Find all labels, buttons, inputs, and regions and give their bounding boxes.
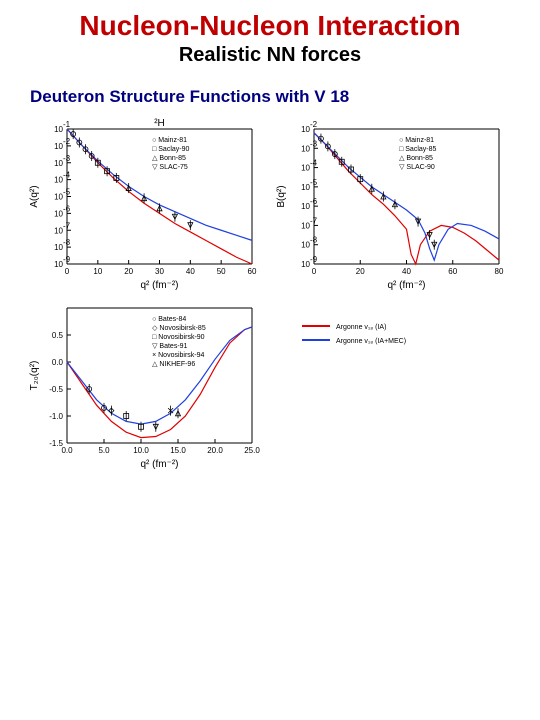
- svg-text:○ Bates-84: ○ Bates-84: [152, 316, 186, 323]
- svg-text:□ Saclay-90: □ Saclay-90: [152, 146, 189, 153]
- svg-text:-4: -4: [63, 171, 71, 180]
- svg-text:10: 10: [93, 267, 102, 276]
- svg-text:5.0: 5.0: [98, 446, 110, 455]
- svg-text:△ NIKHEF-96: △ NIKHEF-96: [152, 361, 195, 368]
- chart-top-right: 02040608010-210-310-410-510-610-710-810-…: [272, 117, 515, 292]
- svg-text:-9: -9: [63, 255, 71, 264]
- svg-text:-1: -1: [63, 120, 71, 129]
- svg-text:-7: -7: [63, 221, 71, 230]
- svg-text:-3: -3: [310, 139, 318, 148]
- svg-text:-5: -5: [63, 188, 71, 197]
- svg-text:○ Mainz-81: ○ Mainz-81: [152, 137, 187, 144]
- chart-bottom-left: 0.0 5.0 10.0 15.0 20.0 25.0 -1.5 -1.0 -0.5 0.0 0.5…: [25, 296, 268, 471]
- svg-text:60: 60: [248, 267, 257, 276]
- svg-text:0: 0: [312, 267, 317, 276]
- svg-text:-1.0: -1.0: [49, 412, 63, 421]
- svg-text:T₂₀(q²): T₂₀(q²): [29, 361, 40, 391]
- svg-text:50: 50: [217, 267, 226, 276]
- svg-text:◇ Novosibirsk-85: ◇ Novosibirsk-85: [152, 325, 206, 332]
- svg-text:20: 20: [356, 267, 365, 276]
- svg-text:q² (fm⁻²): q² (fm⁻²): [140, 280, 178, 291]
- svg-text:20: 20: [124, 267, 133, 276]
- svg-text:-6: -6: [310, 197, 318, 206]
- svg-text:-2: -2: [310, 120, 318, 129]
- svg-text:-5: -5: [310, 178, 318, 187]
- svg-text:-6: -6: [63, 204, 71, 213]
- page-subtitle: Realistic NN forces: [0, 42, 540, 67]
- svg-text:0.0: 0.0: [52, 358, 64, 367]
- svg-text:0: 0: [65, 267, 70, 276]
- svg-text:60: 60: [448, 267, 457, 276]
- svg-text:▽ SLAC-75: ▽ SLAC-75: [152, 164, 188, 171]
- svg-text:-0.5: -0.5: [49, 385, 63, 394]
- svg-text:-8: -8: [310, 236, 318, 245]
- svg-text:-4: -4: [310, 159, 318, 168]
- svg-text:-1.5: -1.5: [49, 439, 63, 448]
- svg-text:30: 30: [155, 267, 164, 276]
- svg-text:A(q²): A(q²): [29, 185, 40, 207]
- svg-text:40: 40: [186, 267, 195, 276]
- svg-text:10.0: 10.0: [133, 446, 149, 455]
- svg-text:B(q²): B(q²): [276, 185, 287, 207]
- svg-text:□ Novosibirsk-90: □ Novosibirsk-90: [152, 334, 205, 341]
- svg-text:q² (fm⁻²): q² (fm⁻²): [140, 459, 178, 470]
- section-caption: Deuteron Structure Functions with V 18: [0, 67, 540, 117]
- chart-grid: 010203040506010-110-210-310-410-510-610-…: [0, 117, 540, 471]
- svg-text:²H: ²H: [154, 118, 165, 129]
- svg-text:Argonne v₁₈ (IA): Argonne v₁₈ (IA): [336, 324, 386, 331]
- svg-text:-3: -3: [63, 154, 71, 163]
- svg-text:80: 80: [495, 267, 504, 276]
- svg-text:-2: -2: [63, 137, 71, 146]
- svg-text:25.0: 25.0: [244, 446, 260, 455]
- svg-text:○ Mainz-81: ○ Mainz-81: [399, 137, 434, 144]
- svg-text:q² (fm⁻²): q² (fm⁻²): [387, 280, 425, 291]
- svg-text:Argonne v₁₈ (IA+MEC): Argonne v₁₈ (IA+MEC): [336, 338, 406, 345]
- svg-text:△ Bonn-85: △ Bonn-85: [152, 155, 186, 162]
- legend-panel: Argonne v₁₈ (IA) Argonne v₁₈ (IA+MEC): [272, 296, 515, 471]
- svg-text:15.0: 15.0: [170, 446, 186, 455]
- svg-text:△ Bonn-85: △ Bonn-85: [399, 155, 433, 162]
- svg-text:40: 40: [402, 267, 411, 276]
- svg-text:20.0: 20.0: [207, 446, 223, 455]
- svg-text:0.0: 0.0: [61, 446, 73, 455]
- svg-text:□ Saclay-85: □ Saclay-85: [399, 146, 436, 153]
- chart-top-left: 010203040506010-110-210-310-410-510-610-…: [25, 117, 268, 292]
- svg-text:-9: -9: [310, 255, 318, 264]
- svg-text:-8: -8: [63, 238, 71, 247]
- svg-text:0.5: 0.5: [52, 331, 64, 340]
- page-title: Nucleon-Nucleon Interaction: [0, 0, 540, 42]
- svg-text:▽ SLAC-90: ▽ SLAC-90: [399, 164, 435, 171]
- svg-text:-7: -7: [310, 216, 318, 225]
- svg-text:× Novosibirsk-94: × Novosibirsk-94: [152, 352, 204, 359]
- svg-text:▽ Bates-91: ▽ Bates-91: [152, 343, 187, 350]
